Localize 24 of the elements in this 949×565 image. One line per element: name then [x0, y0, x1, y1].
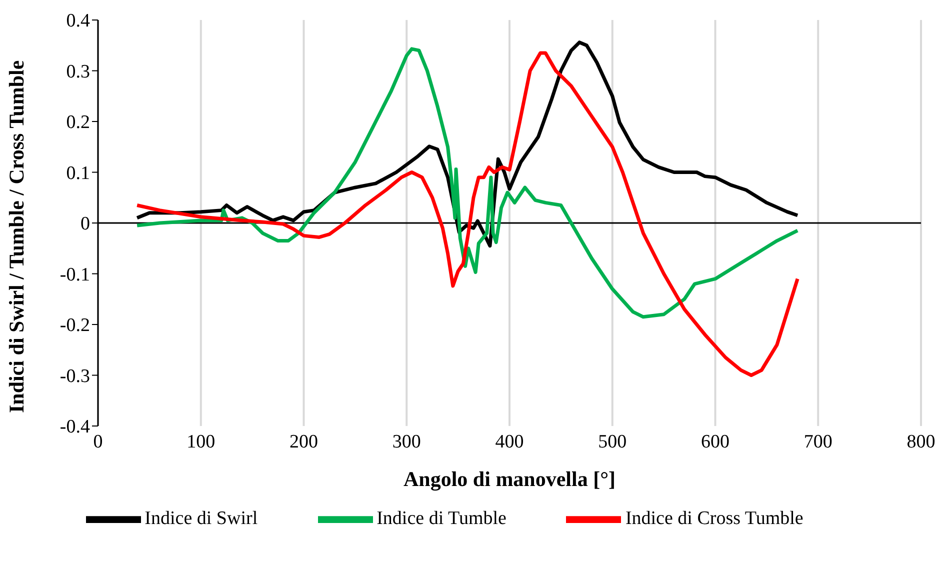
x-tick-label: 800 [906, 431, 936, 452]
x-tick-label: 500 [598, 431, 627, 452]
x-tick-label: 700 [804, 431, 832, 452]
y-tick-label: 0.4 [66, 10, 90, 32]
y-tick-label: 0.3 [66, 61, 90, 82]
legend-label: Indice di Cross Tumble [625, 508, 804, 529]
line-series [135, 47, 800, 319]
x-tick-label: 300 [392, 431, 421, 452]
line-series [135, 51, 800, 377]
y-tick-label: 0 [80, 214, 90, 235]
x-tick-label: 200 [290, 431, 318, 452]
y-tick-label: -0.4 [60, 416, 90, 438]
x-tick-label: 400 [495, 431, 524, 452]
y-tick-label: -0.3 [60, 366, 90, 387]
legend-label: Indice di Tumble [376, 508, 506, 529]
x-tick-label: 100 [186, 431, 216, 452]
y-axis-title: Indici di Swirl / Tumble / Cross Tumble [4, 60, 28, 413]
y-tick-label: 0.2 [66, 112, 90, 134]
y-tick-label: 0.1 [66, 162, 90, 184]
y-tick-label: -0.2 [60, 315, 90, 336]
x-tick-label: 600 [701, 431, 730, 452]
y-tick-label: -0.1 [60, 264, 90, 286]
x-axis-title: Angolo di manovella [°] [404, 467, 616, 491]
legend-label: Indice di Swirl [144, 508, 258, 529]
